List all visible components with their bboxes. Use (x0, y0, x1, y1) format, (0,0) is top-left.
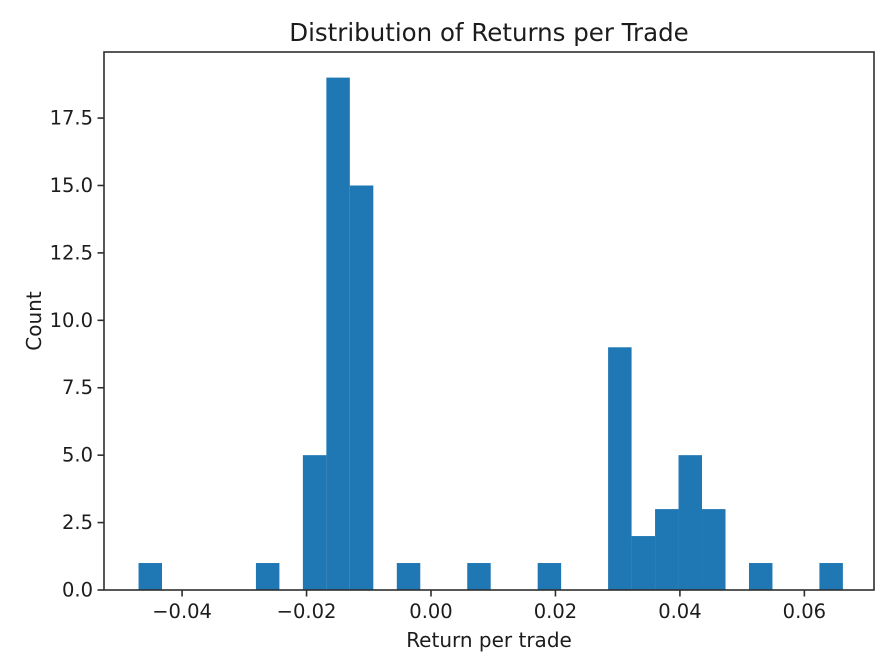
histogram-bar (537, 563, 562, 590)
histogram-bar (678, 455, 703, 590)
histogram-bar (819, 563, 843, 590)
x-tick-label: 0.02 (534, 600, 577, 623)
chart-title: Distribution of Returns per Trade (289, 18, 689, 47)
y-tick-label: 12.5 (50, 241, 93, 264)
y-axis-label: Count (22, 291, 46, 351)
x-tick-label: −0.02 (277, 600, 337, 623)
histogram-bar (255, 563, 280, 590)
histogram-bar (467, 563, 491, 590)
bars-group (138, 77, 843, 591)
histogram-bar (349, 185, 374, 591)
y-tick-label: 10.0 (50, 309, 93, 332)
x-tick-label: 0.04 (658, 600, 701, 623)
histogram-bar (302, 455, 327, 590)
histogram-bar (326, 77, 350, 591)
histogram-bar (655, 509, 679, 590)
histogram-bar (702, 509, 726, 590)
y-tick-label: 7.5 (62, 376, 93, 399)
y-tick-label: 2.5 (62, 511, 93, 534)
y-tick-label: 0.0 (62, 579, 93, 602)
histogram-bar (608, 347, 632, 590)
x-tick-label: −0.04 (152, 600, 212, 623)
x-tick-label: 0.00 (409, 600, 452, 623)
histogram-bar (631, 536, 656, 590)
histogram-bar (396, 563, 421, 590)
ticks-group: −0.04 −0.02 0.00 0.02 0.04 0.06 0.0 2.5 5.0 7.5 10… (50, 107, 827, 623)
x-axis-label: Return per trade (406, 628, 572, 652)
y-tick-label: 5.0 (62, 444, 93, 467)
x-tick-label: 0.06 (783, 600, 826, 623)
y-tick-label: 17.5 (50, 107, 93, 130)
histogram-bar (748, 563, 773, 590)
y-tick-label: 15.0 (50, 174, 93, 197)
axes-spines (103, 51, 875, 591)
histogram-bar (138, 563, 163, 590)
